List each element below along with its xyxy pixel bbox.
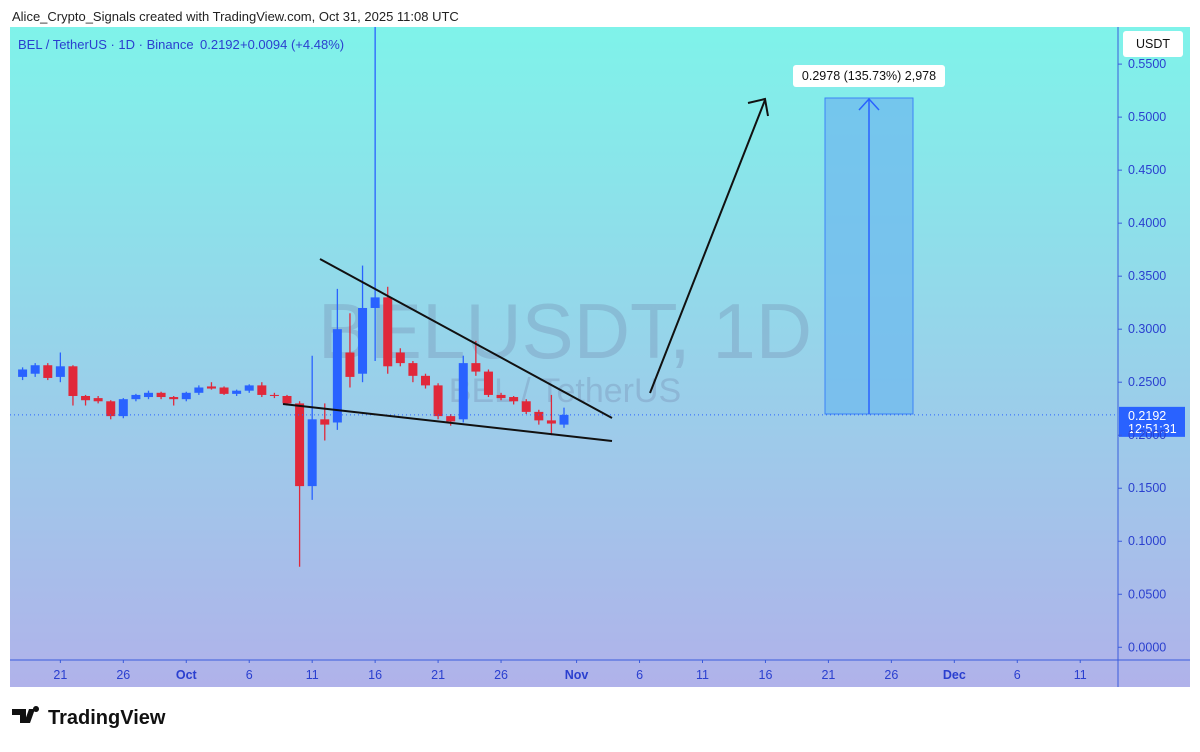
candle-body xyxy=(269,394,279,396)
x-tick-label: 16 xyxy=(368,668,382,682)
legend-change: +0.0094 (+4.48%) xyxy=(240,37,344,52)
candle-body xyxy=(370,297,380,308)
y-tick-label: 0.3500 xyxy=(1128,269,1166,283)
candle-body xyxy=(383,297,393,367)
candle-body xyxy=(156,392,166,398)
candle-body xyxy=(559,414,569,425)
x-tick-label: Dec xyxy=(943,668,966,682)
candle-body xyxy=(30,365,40,374)
candle-body xyxy=(408,363,418,376)
candle-body xyxy=(295,403,305,487)
measure-label: 0.2978 (135.73%) 2,978 xyxy=(802,69,936,83)
attribution: Alice_Crypto_Signals created with Tradin… xyxy=(12,9,459,24)
y-tick-label: 0.4000 xyxy=(1128,216,1166,230)
candle-body xyxy=(257,385,267,395)
last-price-box xyxy=(1119,406,1185,437)
y-tick-label: 0.0000 xyxy=(1128,640,1166,654)
candle-body xyxy=(483,371,493,395)
candle-body xyxy=(307,419,317,487)
y-tick-label: 0.0500 xyxy=(1128,587,1166,601)
x-tick-label: 26 xyxy=(494,668,508,682)
trendline xyxy=(319,258,613,419)
plot-background xyxy=(10,27,1190,687)
candle-body xyxy=(446,416,456,422)
x-tick-label: 6 xyxy=(1014,668,1021,682)
candle-body xyxy=(219,387,229,394)
candle-body xyxy=(206,386,216,389)
x-tick-label: 11 xyxy=(306,668,319,682)
candle-body xyxy=(244,385,254,391)
candle-body xyxy=(106,401,116,417)
candle-body xyxy=(194,387,204,393)
candle-body xyxy=(93,398,103,402)
y-tick-label: 0.2000 xyxy=(1128,428,1166,442)
y-tick-label: 0.4500 xyxy=(1128,163,1166,177)
candle-body xyxy=(81,395,91,401)
y-tick-label: 0.3000 xyxy=(1128,322,1166,336)
candle-body xyxy=(534,411,544,421)
candle-body xyxy=(458,363,468,420)
candle-body xyxy=(144,392,153,398)
candle-body xyxy=(181,392,191,400)
candle-body xyxy=(332,329,342,423)
x-tick-label: 11 xyxy=(1074,668,1087,682)
plot xyxy=(10,27,1118,567)
x-tick-label: 11 xyxy=(696,668,709,682)
arrow xyxy=(649,99,766,394)
candle-body xyxy=(232,390,242,394)
x-tick-label: 26 xyxy=(116,668,130,682)
legend-price: 0.2192 xyxy=(200,37,240,52)
currency-box xyxy=(1123,31,1183,57)
y-tick-label: 0.5000 xyxy=(1128,110,1166,124)
candle-body xyxy=(358,307,368,374)
candle-body xyxy=(68,366,78,396)
x-tick-label: Oct xyxy=(176,668,198,682)
currency: USDT xyxy=(1136,37,1170,51)
x-tick-label: Nov xyxy=(565,668,589,682)
x-tick-label: 6 xyxy=(246,668,253,682)
candle-body xyxy=(521,401,531,412)
candle-body xyxy=(131,394,141,400)
candle-body xyxy=(471,363,481,372)
candle-body xyxy=(509,397,519,402)
arrowhead xyxy=(747,97,769,117)
candle-body xyxy=(320,419,330,425)
candle-body xyxy=(55,366,65,377)
y-tick-label: 0.5500 xyxy=(1128,57,1166,71)
trendline xyxy=(282,403,613,442)
watermark-sub: BEL / TetherUS xyxy=(449,372,681,410)
candle-body xyxy=(433,385,443,417)
measure-label-box xyxy=(793,65,945,87)
candle-body xyxy=(395,352,405,364)
measure-arrowhead xyxy=(858,97,880,111)
y-tick-label: 0.2500 xyxy=(1128,375,1166,389)
x-tick-label: 6 xyxy=(636,668,643,682)
countdown: 12:51:31 xyxy=(1128,422,1177,436)
legend-symbol: BEL / TetherUS · 1D · Binance xyxy=(18,37,194,52)
y-tick-label: 0.1500 xyxy=(1128,481,1166,495)
candle-body xyxy=(18,369,28,377)
logo: TradingView xyxy=(12,706,166,729)
x-tick-label: 21 xyxy=(431,668,445,682)
logo-text: TradingView xyxy=(48,707,166,729)
y-tick-label: 0.1000 xyxy=(1128,534,1166,548)
candle-body xyxy=(546,420,556,424)
candle-body xyxy=(43,365,53,378)
candle-body xyxy=(496,394,506,399)
candle-body xyxy=(282,395,292,404)
candle-body xyxy=(421,375,430,386)
candle-body xyxy=(169,397,179,400)
x-tick-label: 21 xyxy=(53,668,67,682)
x-tick-label: 26 xyxy=(884,668,898,682)
candle-body xyxy=(345,352,355,377)
x-tick-label: 21 xyxy=(821,668,835,682)
x-tick-label: 16 xyxy=(759,668,773,682)
logo-icon xyxy=(12,706,40,723)
candle-body xyxy=(118,399,128,417)
last-price: 0.2192 xyxy=(1128,409,1166,423)
